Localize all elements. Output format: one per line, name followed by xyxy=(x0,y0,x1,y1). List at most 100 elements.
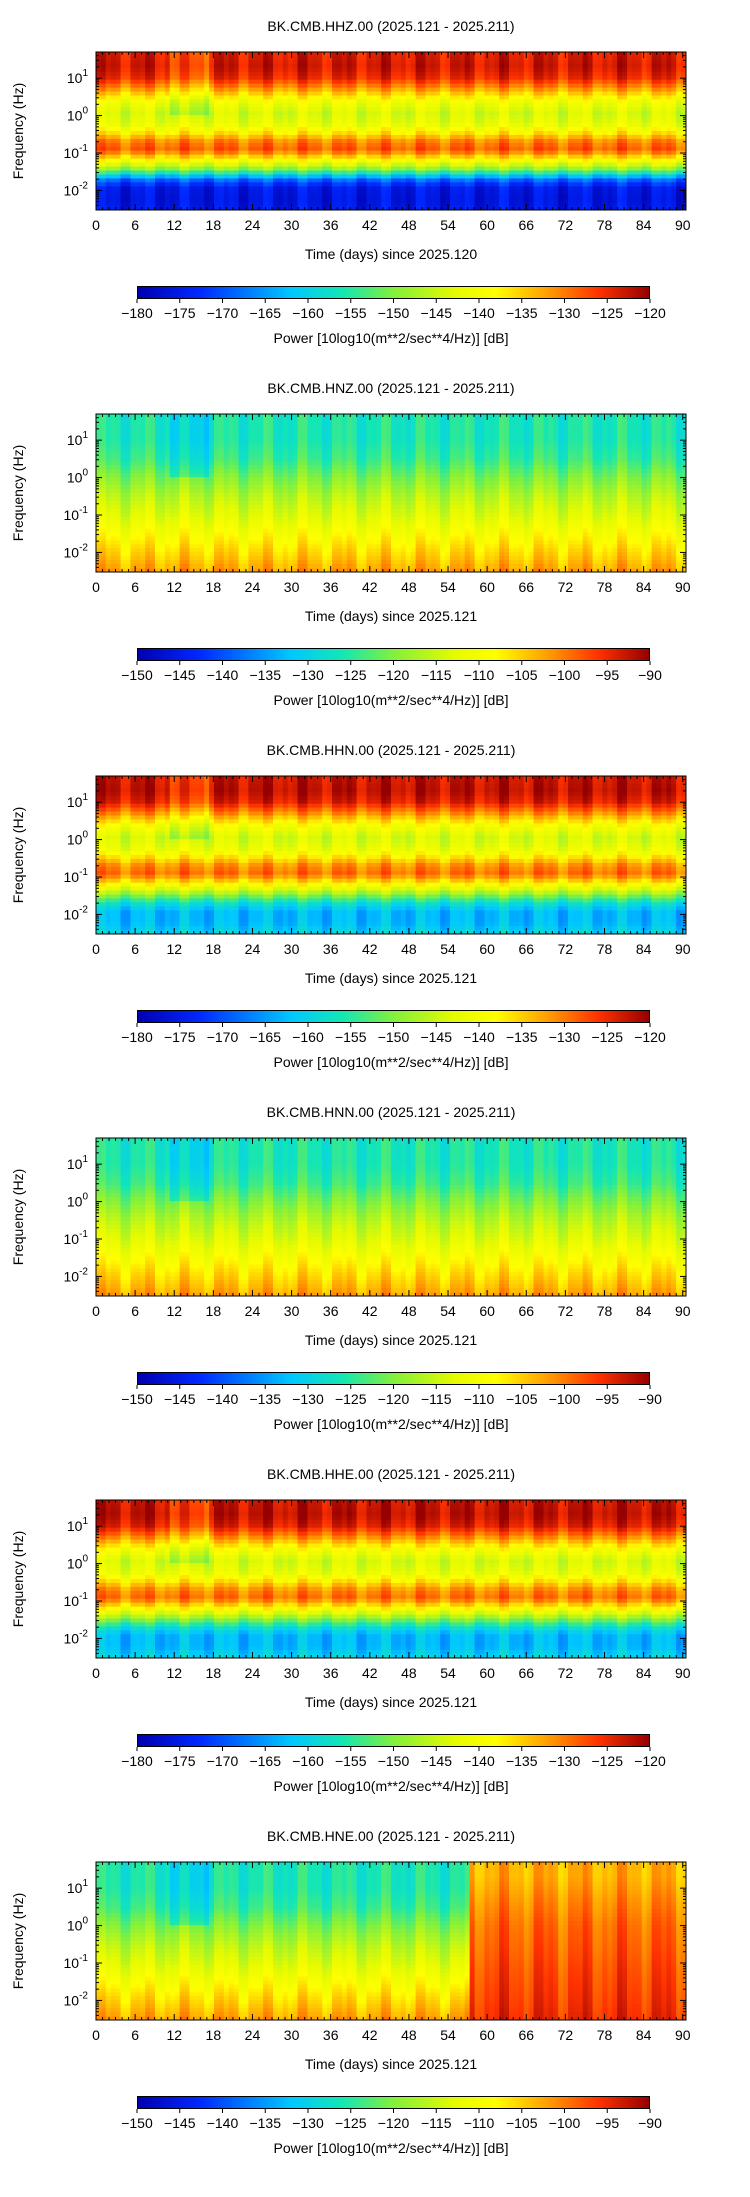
heatmap-cell xyxy=(223,55,230,61)
heatmap-cell xyxy=(297,95,303,100)
heatmap-cell xyxy=(356,198,362,203)
heatmap-cell xyxy=(627,174,633,179)
heatmap-cell xyxy=(577,178,584,183)
heatmap-cell xyxy=(292,150,298,156)
heatmap-cell xyxy=(169,127,176,132)
heatmap-cell xyxy=(435,67,441,73)
heatmap-cell xyxy=(100,202,107,207)
heatmap-cell xyxy=(494,107,500,112)
heatmap-cell xyxy=(258,190,264,195)
heatmap-cell xyxy=(646,194,652,199)
heatmap-cell xyxy=(105,71,112,77)
heatmap-cell xyxy=(189,182,195,187)
heatmap-cell xyxy=(666,115,672,120)
heatmap-cell xyxy=(607,154,613,160)
heatmap-cell xyxy=(115,115,121,120)
heatmap-cell xyxy=(317,63,323,69)
heatmap-cell xyxy=(641,83,648,88)
heatmap-cell xyxy=(155,75,161,81)
heatmap-cell xyxy=(464,131,471,136)
heatmap-cell xyxy=(287,138,294,144)
heatmap-cell xyxy=(218,202,225,207)
heatmap-cell xyxy=(317,170,323,175)
heatmap-cell xyxy=(297,186,303,191)
heatmap-cell xyxy=(228,91,235,96)
heatmap-cell xyxy=(577,119,584,124)
heatmap-cell xyxy=(204,107,210,112)
heatmap-cell xyxy=(336,166,343,171)
heatmap-cell xyxy=(268,67,274,73)
heatmap-cell xyxy=(656,131,662,136)
heatmap-cell xyxy=(322,138,328,144)
heatmap-cell xyxy=(253,119,259,124)
heatmap-cell xyxy=(356,67,362,73)
heatmap-cell xyxy=(464,182,471,187)
heatmap-cell xyxy=(543,174,549,179)
x-axis-label: Time (days) since 2025.120 xyxy=(96,246,686,262)
heatmap-cell xyxy=(292,178,298,183)
heatmap-cell xyxy=(110,99,117,104)
heatmap-cell xyxy=(572,138,579,144)
heatmap-cell xyxy=(631,166,638,171)
heatmap-cell xyxy=(233,150,239,156)
heatmap-cell xyxy=(641,142,648,148)
heatmap-cell xyxy=(656,71,662,77)
heatmap-cell xyxy=(400,59,407,65)
heatmap-cell xyxy=(504,182,510,187)
heatmap-cell xyxy=(587,52,593,57)
heatmap-cell xyxy=(268,198,274,203)
heatmap-cell xyxy=(415,150,421,156)
heatmap-cell xyxy=(376,146,382,152)
heatmap-cell xyxy=(656,190,662,195)
heatmap-cell xyxy=(612,91,618,96)
heatmap-cell xyxy=(273,119,279,124)
heatmap-cell xyxy=(297,142,303,148)
heatmap-cell xyxy=(572,83,579,88)
heatmap-cell xyxy=(263,103,269,108)
heatmap-cell xyxy=(184,194,190,199)
heatmap-cell xyxy=(420,55,426,61)
heatmap-cell xyxy=(317,134,323,140)
heatmap-cell xyxy=(150,146,156,152)
heatmap-cell xyxy=(297,63,303,69)
heatmap-cell xyxy=(268,107,274,112)
heatmap-cell xyxy=(543,87,549,92)
heatmap-cell xyxy=(341,71,348,77)
heatmap-cell xyxy=(258,158,264,163)
heatmap-cell xyxy=(528,162,534,167)
heatmap-cell xyxy=(528,115,534,120)
heatmap-cell xyxy=(159,146,166,152)
heatmap-cell xyxy=(622,198,628,203)
heatmap-cell xyxy=(282,111,289,116)
heatmap-cell xyxy=(435,178,441,183)
heatmap-cell xyxy=(125,67,131,73)
heatmap-cell xyxy=(528,52,534,57)
heatmap-cell xyxy=(435,146,441,152)
heatmap-cell xyxy=(494,75,500,81)
heatmap-cell xyxy=(391,63,397,69)
heatmap-cell xyxy=(277,166,284,171)
heatmap-cell xyxy=(612,178,618,183)
heatmap-cell xyxy=(218,170,225,175)
heatmap-cell xyxy=(105,55,112,61)
heatmap-cell xyxy=(513,79,520,84)
heatmap-cell xyxy=(218,99,225,104)
heatmap-cell xyxy=(100,186,107,191)
heatmap-cell xyxy=(169,166,176,171)
heatmap-cell xyxy=(548,170,554,175)
heatmap-cell xyxy=(248,150,254,156)
heatmap-cell xyxy=(513,131,520,136)
heatmap-cell xyxy=(381,146,387,152)
heatmap-cell xyxy=(445,99,451,104)
heatmap-cell xyxy=(548,79,554,84)
heatmap-cell xyxy=(277,158,284,163)
heatmap-cell xyxy=(440,142,446,148)
heatmap-cell xyxy=(302,63,308,69)
heatmap-cell xyxy=(317,146,323,152)
heatmap-cell xyxy=(145,119,151,124)
heatmap-cell xyxy=(282,115,289,120)
heatmap-cell xyxy=(528,138,534,144)
heatmap-cell xyxy=(454,119,461,124)
heatmap-cell xyxy=(602,55,608,61)
heatmap-cell xyxy=(494,95,500,100)
